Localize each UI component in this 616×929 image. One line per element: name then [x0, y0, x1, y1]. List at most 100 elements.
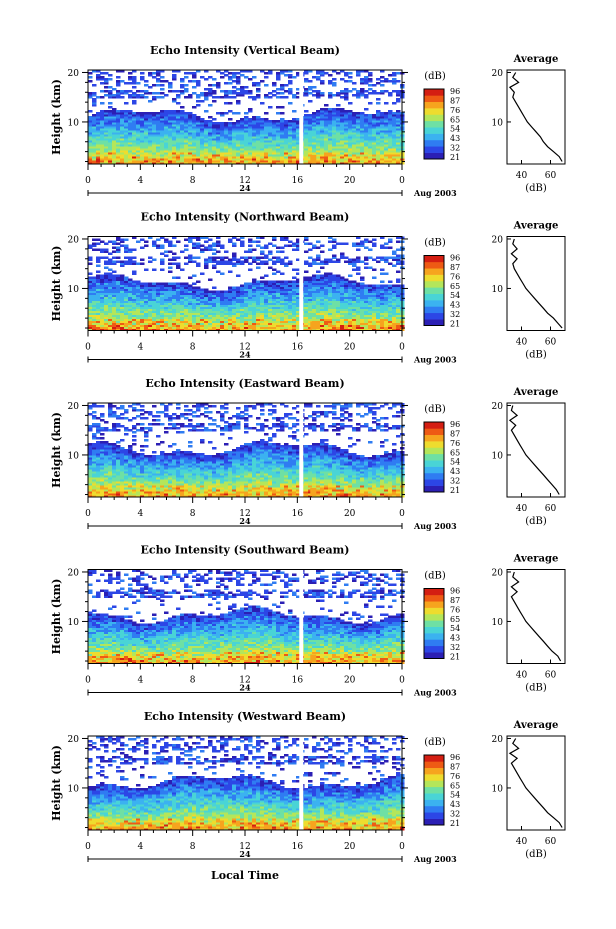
heatmap-cell: [96, 138, 101, 141]
heatmap-cell: [308, 284, 313, 287]
heatmap-cell: [344, 282, 349, 285]
heatmap-cell: [388, 154, 393, 157]
heatmap-cell: [376, 110, 381, 113]
heatmap-cell: [316, 142, 321, 145]
heatmap-cell: [336, 138, 341, 141]
heatmap-cell: [136, 136, 141, 139]
heatmap-cell: [380, 162, 385, 165]
heatmap-cell: [268, 296, 273, 299]
heatmap-cell: [376, 132, 381, 135]
heatmap-cell: [352, 158, 357, 161]
heatmap-cell: [372, 328, 377, 331]
heatmap-cell: [252, 308, 257, 311]
heatmap-cell: [104, 126, 109, 129]
heatmap-cell: [308, 118, 313, 121]
heatmap-cell: [124, 238, 129, 241]
heatmap-cell: [196, 316, 201, 319]
heatmap-cell: [272, 130, 277, 133]
heatmap-cell: [188, 158, 193, 161]
heatmap-cell: [360, 320, 365, 323]
heatmap-cell: [248, 144, 253, 147]
heatmap-cell: [372, 92, 377, 95]
heatmap-cell: [388, 156, 393, 159]
heatmap-cell: [392, 314, 397, 317]
heatmap-cell: [152, 132, 157, 135]
heatmap-cell: [164, 154, 169, 157]
heatmap-cell: [324, 72, 329, 75]
heatmap-cell: [240, 74, 245, 77]
heatmap-cell: [384, 152, 389, 155]
heatmap-cell: [244, 92, 249, 95]
heatmap-cell: [312, 118, 317, 121]
heatmap-cell: [232, 242, 237, 245]
heatmap-cell: [116, 284, 121, 287]
heatmap-cell: [324, 316, 329, 319]
heatmap-cell: [216, 292, 221, 295]
heatmap-cell: [116, 286, 121, 289]
heatmap-cell: [344, 328, 349, 331]
heatmap-cell: [204, 312, 209, 315]
heatmap-cell: [256, 122, 261, 125]
heatmap-cell: [248, 138, 253, 141]
heatmap-cell: [336, 92, 341, 95]
heatmap-cell: [200, 150, 205, 153]
heatmap-cell: [308, 306, 313, 309]
heatmap-cell: [324, 142, 329, 145]
heatmap-cell: [348, 122, 353, 125]
heatmap-cell: [324, 282, 329, 285]
heatmap-cell: [240, 326, 245, 329]
heatmap-cell: [344, 140, 349, 143]
heatmap-cell: [304, 114, 309, 117]
heatmap-cell: [388, 318, 393, 321]
heatmap-cell: [316, 146, 321, 149]
heatmap-cell: [100, 114, 105, 117]
heatmap-cell: [296, 324, 301, 327]
heatmap-cell: [368, 300, 373, 303]
heatmap-cell: [192, 92, 197, 95]
heatmap-cell: [128, 300, 133, 303]
heatmap-cell: [232, 134, 237, 137]
heatmap-cell: [304, 110, 309, 113]
heatmap-cell: [248, 140, 253, 143]
heatmap-cell: [356, 118, 361, 121]
heatmap-cell: [240, 240, 245, 243]
heatmap-cell: [272, 290, 277, 293]
heatmap-cell: [392, 148, 397, 151]
heatmap-cell: [388, 142, 393, 145]
heatmap-cell: [388, 112, 393, 115]
heatmap-cell: [252, 140, 257, 143]
heatmap-cell: [380, 80, 385, 83]
heatmap-cell: [156, 162, 161, 165]
heatmap-cell: [120, 284, 125, 287]
heatmap-cell: [312, 274, 317, 277]
heatmap-cell: [296, 290, 301, 293]
heatmap-cell: [356, 272, 361, 275]
heatmap-cell: [124, 158, 129, 161]
heatmap-cell: [396, 286, 401, 289]
heatmap-cell: [372, 326, 377, 329]
heatmap-cell: [312, 282, 317, 285]
heatmap-cell: [276, 312, 281, 315]
heatmap-cell: [308, 322, 313, 325]
heatmap-cell: [104, 316, 109, 319]
heatmap-cell: [92, 248, 97, 251]
heatmap-cell: [304, 314, 309, 317]
heatmap-cell: [284, 300, 289, 303]
heatmap-cell: [376, 82, 381, 85]
heatmap-cell: [100, 146, 105, 149]
heatmap-cell: [88, 258, 93, 261]
heatmap-cell: [308, 302, 313, 305]
heatmap-cell: [332, 94, 337, 97]
heatmap-cell: [348, 158, 353, 161]
heatmap-cell: [248, 92, 253, 95]
heatmap-cell: [116, 160, 121, 163]
heatmap-cell: [136, 282, 141, 285]
heatmap-cell: [344, 298, 349, 301]
heatmap-cell: [232, 158, 237, 161]
heatmap-cell: [240, 124, 245, 127]
heatmap-cell: [248, 154, 253, 157]
heatmap-cell: [320, 298, 325, 301]
heatmap-cell: [320, 156, 325, 159]
heatmap-cell: [328, 318, 333, 321]
heatmap-cell: [196, 314, 201, 317]
